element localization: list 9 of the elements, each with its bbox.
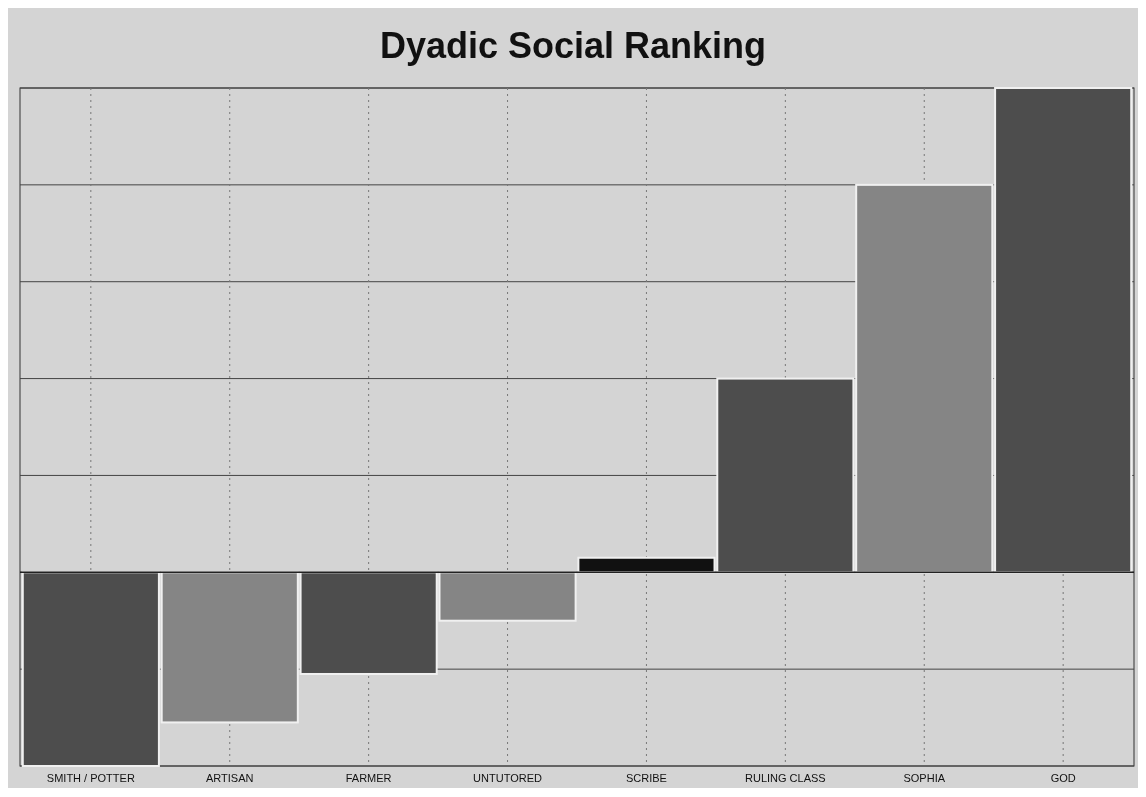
x-tick-label: GOD xyxy=(1050,772,1076,784)
chart-title: Dyadic Social Ranking xyxy=(379,25,767,66)
x-tick-label: FARMER xyxy=(345,772,392,784)
x-tick-label: UNTUTORED xyxy=(473,772,543,784)
x-tick-label: SOPHIA xyxy=(903,772,946,784)
x-tick-label: ARTISAN xyxy=(206,772,254,784)
x-tick-label: SMITH / POTTER xyxy=(46,772,135,784)
x-tick-label: SCRIBE xyxy=(625,772,667,784)
x-tick-label: RULING CLASS xyxy=(745,772,826,784)
